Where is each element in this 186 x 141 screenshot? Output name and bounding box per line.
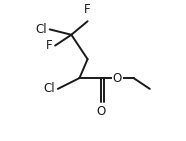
Text: O: O (113, 72, 122, 85)
Text: F: F (46, 39, 52, 52)
Text: O: O (97, 105, 106, 118)
Text: Cl: Cl (35, 23, 47, 36)
Text: F: F (84, 3, 91, 16)
Text: Cl: Cl (44, 82, 55, 95)
